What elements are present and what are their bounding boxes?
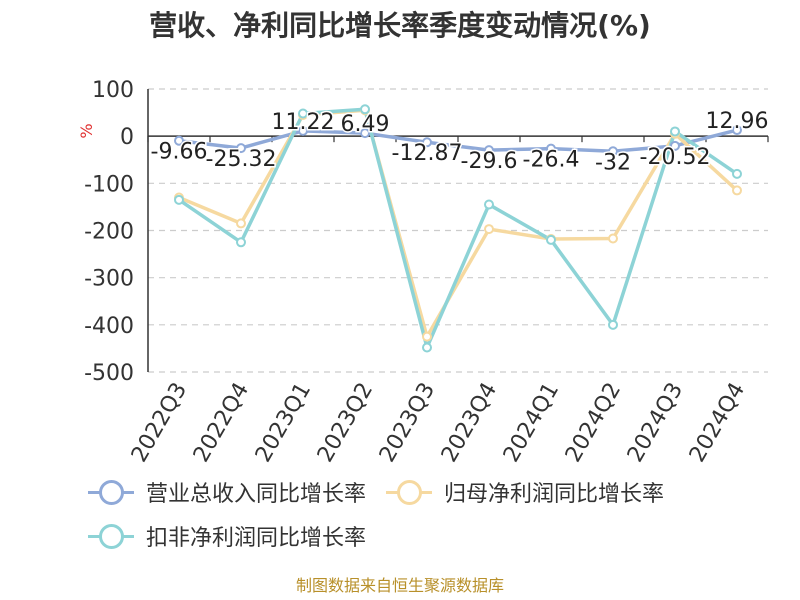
data-point [732, 185, 742, 196]
data-point [360, 104, 370, 115]
x-tick-label: 2022Q4 [189, 379, 254, 467]
data-label: -9.66 [151, 140, 208, 165]
data-label: -29.6 [461, 149, 518, 174]
legend-swatch-icon [88, 524, 134, 549]
data-label: 6.49 [341, 112, 390, 137]
series-lines [174, 104, 742, 353]
data-point [608, 146, 618, 157]
data-point [732, 168, 742, 179]
data-point [236, 218, 246, 229]
legend: 营业总收入同比增长率 归母净利润同比增长率扣非净利润同比增长率 [88, 470, 768, 558]
series-line [178, 108, 739, 339]
data-labels: -9.66-25.32 11.22 6.49-12.87-29.6 -26.4 -32-… [149, 108, 770, 177]
x-tick-label: 2022Q3 [127, 379, 192, 467]
data-label: -32 [595, 150, 631, 175]
x-tick-label: 2024Q4 [685, 379, 750, 467]
x-tick-label: 2023Q4 [437, 379, 502, 467]
data-point [732, 125, 742, 136]
data-label: -25.32 [206, 147, 277, 172]
legend-item[interactable]: 营业总收入同比增长率 [88, 470, 366, 514]
legend-label: 营业总收入同比增长率 [146, 482, 367, 507]
legend-label: 扣非净利润同比增长率 [146, 526, 367, 551]
data-point [670, 140, 680, 151]
y-axis-label: % [77, 123, 96, 138]
data-point [608, 233, 618, 244]
data-point [174, 194, 184, 205]
y-tick-label: -300 [84, 267, 134, 292]
data-point [298, 125, 308, 136]
data-label: 12.96 [706, 109, 769, 134]
x-tick-label: 2023Q1 [251, 379, 316, 467]
y-tick-label: -100 [84, 172, 134, 197]
data-point [670, 126, 680, 137]
series-line [178, 107, 738, 350]
legend-swatch-icon [386, 480, 433, 505]
chart-title: 营收、净利同比增长率季度变动情况(%) [149, 9, 651, 42]
data-label: 11.22 [272, 110, 335, 135]
y-tick-label: 0 [120, 125, 134, 150]
y-tick-label: -400 [84, 314, 134, 339]
y-tick-label: -200 [84, 220, 134, 245]
data-point [298, 108, 308, 119]
data-point [422, 331, 432, 342]
legend-item[interactable]: 扣非净利润同比增长率 [88, 514, 366, 558]
data-label: -20.52 [640, 145, 711, 170]
legend-item[interactable]: 归母净利润同比增长率 [386, 470, 664, 514]
x-tick-label: 2024Q2 [561, 379, 626, 467]
data-label: -26.4 [523, 148, 580, 173]
data-point [484, 199, 494, 210]
data-point [608, 319, 618, 330]
data-point [422, 342, 432, 353]
data-point [484, 145, 494, 156]
legend-label: 归母净利润同比增长率 [444, 482, 665, 507]
x-tick-label: 2024Q3 [623, 379, 688, 467]
source-note: 制图数据来自恒生聚源数据库 [295, 576, 504, 595]
x-tick-label: 2023Q3 [375, 379, 440, 467]
series-line [178, 128, 738, 154]
data-point [546, 234, 556, 245]
y-tick-label: -500 [84, 361, 134, 386]
data-point [360, 128, 370, 139]
data-point [174, 135, 184, 146]
y-tick-label: 100 [92, 78, 134, 103]
data-label: -12.87 [392, 141, 463, 166]
data-point [484, 224, 494, 235]
data-point [236, 143, 246, 154]
data-point [236, 237, 246, 248]
legend-swatch-icon [88, 480, 134, 505]
data-point [422, 137, 432, 148]
data-point [546, 143, 556, 154]
x-tick-label: 2023Q2 [313, 379, 378, 467]
x-tick-label: 2024Q1 [499, 379, 564, 467]
